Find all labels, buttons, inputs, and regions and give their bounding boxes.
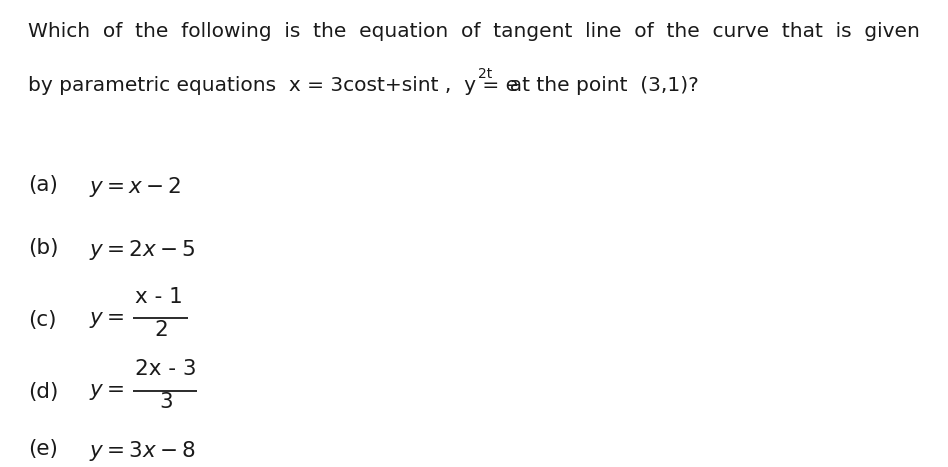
Text: x - 1: x - 1 [135, 287, 183, 307]
Text: (a): (a) [28, 175, 58, 195]
Text: $y = 2x - 5$: $y = 2x - 5$ [89, 238, 195, 262]
Text: (c): (c) [28, 311, 57, 330]
Text: (b): (b) [28, 238, 59, 258]
Text: (d): (d) [28, 382, 59, 403]
Text: $y = $: $y = $ [89, 311, 124, 330]
Text: $y = 3x - 8$: $y = 3x - 8$ [89, 439, 195, 463]
Text: 3: 3 [159, 392, 173, 412]
Text: Which  of  the  following  is  the  equation  of  tangent  line  of  the  curve : Which of the following is the equation o… [28, 21, 920, 41]
Text: at the point  (3,1)?: at the point (3,1)? [497, 76, 699, 95]
Text: 2: 2 [155, 320, 168, 340]
Text: (e): (e) [28, 439, 58, 459]
Text: 2x - 3: 2x - 3 [135, 359, 196, 379]
Text: 2t: 2t [478, 67, 492, 81]
Text: by parametric equations  x = 3cost+sint ,  y = e: by parametric equations x = 3cost+sint ,… [28, 76, 519, 95]
Text: $y = x - 2$: $y = x - 2$ [89, 175, 181, 199]
Text: $y = $: $y = $ [89, 382, 124, 403]
